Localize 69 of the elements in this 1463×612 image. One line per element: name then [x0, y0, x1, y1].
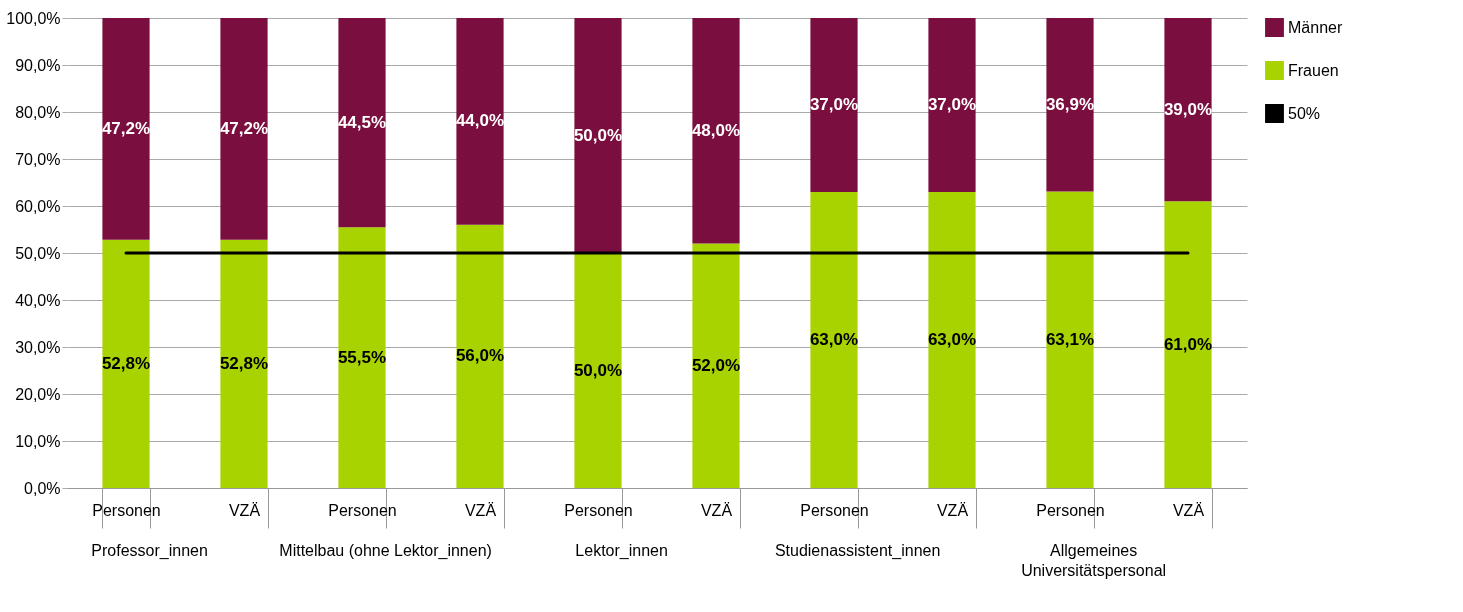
legend-label: Männer: [1288, 18, 1343, 36]
data-label: 52,0%: [691, 355, 741, 375]
y-tick-label: 40,0%: [15, 291, 61, 309]
data-label: 37,0%: [809, 94, 859, 114]
data-label: 48,0%: [691, 120, 741, 140]
bar: [1046, 18, 1094, 192]
data-label: 52,8%: [219, 353, 269, 373]
data-label: 63,0%: [927, 329, 977, 349]
x-tick-label: VZÄ: [228, 501, 261, 519]
bar: [338, 227, 386, 488]
bar: [928, 18, 976, 192]
legend-label: 50%: [1288, 104, 1321, 122]
data-label: 63,1%: [1045, 329, 1095, 349]
data-label: 37,0%: [927, 94, 977, 114]
x-tick-label: Personen: [1036, 501, 1105, 519]
text: Studienassistent_innen: [774, 542, 941, 560]
data-label: 50,0%: [573, 360, 623, 380]
data-label: 61,0%: [1163, 334, 1213, 354]
bar: [1164, 201, 1212, 488]
y-tick-label: 10,0%: [15, 432, 61, 450]
legend-label: Frauen: [1288, 61, 1339, 79]
bar: [574, 18, 622, 253]
y-tick-label: 90,0%: [15, 56, 61, 74]
x-tick-label: VZÄ: [464, 501, 497, 519]
y-tick-label: 100,0%: [6, 9, 61, 27]
bar: [810, 191, 858, 488]
bar: [1164, 18, 1212, 202]
text: Professor_innen: [91, 542, 208, 560]
y-tick-label: 60,0%: [15, 197, 61, 215]
y-tick-label: 0,0%: [24, 479, 61, 497]
bar: [102, 18, 150, 240]
data-label: 52,8%: [101, 353, 151, 373]
data-label: 47,2%: [101, 118, 151, 138]
data-label: 50,0%: [573, 125, 623, 145]
bar: [456, 18, 504, 225]
bar: [810, 18, 858, 192]
data-label: 55,5%: [337, 347, 387, 367]
bar: [928, 191, 976, 488]
y-tick-label: 30,0%: [15, 338, 61, 356]
x-tick-label: Personen: [564, 501, 633, 519]
bar: [456, 224, 504, 488]
x-tick-label: VZÄ: [936, 501, 969, 519]
data-label: 44,5%: [337, 112, 387, 132]
bar: [338, 18, 386, 228]
y-tick-label: 70,0%: [15, 150, 61, 168]
x-tick-label: VZÄ: [1172, 501, 1205, 519]
text: Lektor_innen: [575, 542, 668, 560]
bar: [102, 239, 150, 488]
data-label: 63,0%: [809, 329, 859, 349]
x-tick-label: Personen: [328, 501, 397, 519]
bar: [1046, 191, 1094, 488]
text: Mittelbau (ohne Lektor_innen): [279, 542, 492, 560]
bar: [574, 253, 622, 488]
bar: [220, 239, 268, 488]
x-tick-label: Personen: [92, 501, 161, 519]
y-tick-label: 20,0%: [15, 385, 61, 403]
data-label: 36,9%: [1045, 94, 1095, 114]
data-label: 39,0%: [1163, 99, 1213, 119]
data-label: 47,2%: [219, 118, 269, 138]
x-tick-label: VZÄ: [700, 501, 733, 519]
data-label: 44,0%: [455, 111, 505, 131]
y-tick-label: 80,0%: [15, 103, 61, 121]
y-tick-label: 50,0%: [15, 244, 61, 262]
bar: [692, 18, 740, 244]
bar: [220, 18, 268, 240]
data-label: 56,0%: [455, 346, 505, 366]
x-tick-label: Personen: [800, 501, 869, 519]
text: Allgemeines Universitätspersonal: [1021, 542, 1167, 579]
bar: [692, 243, 740, 488]
